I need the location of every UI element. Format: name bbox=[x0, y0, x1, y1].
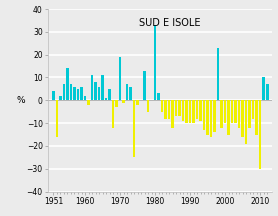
Bar bbox=[108, 89, 111, 100]
Bar bbox=[185, 100, 188, 123]
Bar bbox=[161, 100, 163, 112]
Bar bbox=[189, 100, 192, 123]
Bar bbox=[133, 100, 135, 157]
Text: SUD E ISOLE: SUD E ISOLE bbox=[139, 18, 201, 28]
Bar bbox=[178, 100, 181, 116]
Bar bbox=[66, 68, 69, 100]
Bar bbox=[122, 100, 125, 103]
Bar bbox=[119, 57, 121, 100]
Bar bbox=[175, 100, 177, 116]
Bar bbox=[147, 100, 149, 112]
Bar bbox=[252, 100, 254, 119]
Bar bbox=[206, 100, 209, 135]
Bar bbox=[136, 100, 139, 105]
Bar bbox=[98, 87, 100, 100]
Bar bbox=[164, 100, 167, 119]
Bar bbox=[80, 87, 83, 100]
Bar bbox=[70, 84, 72, 100]
Bar bbox=[266, 84, 269, 100]
Y-axis label: %: % bbox=[17, 96, 25, 105]
Bar bbox=[255, 100, 258, 135]
Bar bbox=[241, 100, 244, 137]
Bar bbox=[227, 100, 230, 135]
Bar bbox=[105, 98, 107, 100]
Bar bbox=[56, 100, 58, 137]
Bar bbox=[196, 100, 198, 119]
Bar bbox=[210, 100, 212, 137]
Bar bbox=[63, 84, 65, 100]
Bar bbox=[245, 100, 247, 144]
Bar bbox=[234, 100, 237, 123]
Bar bbox=[220, 100, 223, 128]
Bar bbox=[59, 96, 62, 100]
Bar bbox=[87, 100, 90, 105]
Bar bbox=[84, 96, 86, 100]
Bar bbox=[157, 94, 160, 100]
Bar bbox=[101, 75, 104, 100]
Bar bbox=[203, 100, 205, 130]
Bar bbox=[213, 100, 216, 132]
Bar bbox=[77, 89, 79, 100]
Bar bbox=[143, 71, 146, 100]
Bar bbox=[168, 100, 170, 119]
Bar bbox=[115, 100, 118, 107]
Bar bbox=[224, 100, 227, 123]
Bar bbox=[238, 100, 240, 128]
Bar bbox=[94, 82, 97, 100]
Bar bbox=[91, 75, 93, 100]
Bar bbox=[231, 100, 234, 123]
Bar bbox=[259, 100, 262, 169]
Bar bbox=[248, 100, 251, 128]
Bar bbox=[192, 100, 195, 123]
Bar bbox=[199, 100, 202, 121]
Bar bbox=[217, 48, 219, 100]
Bar bbox=[262, 78, 265, 100]
Bar bbox=[126, 84, 128, 100]
Bar bbox=[73, 87, 76, 100]
Bar bbox=[154, 25, 157, 100]
Bar bbox=[182, 100, 184, 121]
Bar bbox=[52, 91, 55, 100]
Bar bbox=[112, 100, 114, 128]
Bar bbox=[171, 100, 174, 128]
Bar bbox=[129, 87, 132, 100]
